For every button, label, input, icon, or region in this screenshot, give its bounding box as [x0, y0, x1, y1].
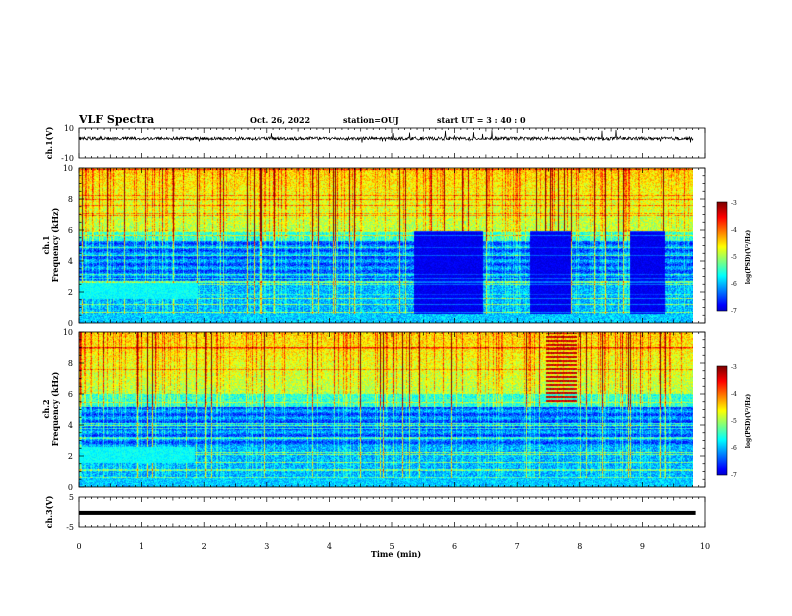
- ch3-ylabel: ch.3(V): [44, 495, 54, 528]
- axis-ticks: [78, 128, 706, 527]
- ch1-ytick-0: 0: [68, 319, 73, 328]
- ch1-ytick-2: 2: [68, 288, 73, 297]
- ch2-colorbar-tick-m7: -7: [731, 472, 737, 479]
- ch1-ytick-8: 8: [68, 195, 73, 204]
- ch2-colorbar-gradient: [717, 366, 727, 475]
- ch2-colorbar-tick-m3: -3: [731, 364, 737, 371]
- ch1-ytick-6: 6: [68, 226, 73, 235]
- time-tick-label: 10: [700, 542, 710, 551]
- ch1-ylabel-channel: ch.1: [41, 235, 51, 254]
- time-axis-label: Time (min): [371, 549, 421, 559]
- ch2-colorbar-label: log(PSD)(V²/Hz): [745, 394, 752, 449]
- time-axis-tick-labels: 0 1 2 3 4 5 6 7 8 9 10: [76, 542, 710, 551]
- time-tick-label: 4: [327, 542, 332, 551]
- ch1-colorbar-tick-m4: -4: [731, 227, 737, 234]
- ch2-spectrogram-panel: 0 2 4 6 8 10 ch.2 Frequency (kHz): [41, 328, 706, 492]
- ch1-ylabel-frequency: Frequency (kHz): [50, 207, 60, 282]
- date-label: Oct. 26, 2022: [250, 115, 310, 125]
- time-tick-label: 8: [577, 542, 582, 551]
- ch2-colorbar-tick-m5: -5: [731, 418, 737, 425]
- figure-title: VLF Spectra: [78, 113, 154, 126]
- ch2-ytick-6: 6: [68, 390, 73, 399]
- time-tick-label: 3: [264, 542, 269, 551]
- ch1-spectrogram-image: [79, 168, 693, 323]
- ch1-colorbar-tick-m6: -6: [731, 281, 737, 288]
- ch1-ytick-4: 4: [68, 257, 73, 266]
- ch2-spectrogram-image: [79, 332, 693, 487]
- ch1-ytick-top: 10: [64, 124, 74, 133]
- ch1-colorbar-label: log(PSD)(V²/Hz): [745, 230, 752, 285]
- ch3-ytick-bottom: -5: [66, 523, 74, 532]
- ch1-colorbar-tick-m5: -5: [731, 254, 737, 261]
- ch1-waveform-trace: [78, 129, 694, 143]
- ch1-colorbar: -3 -4 -5 -6 -7 log(PSD)(V²/Hz): [716, 200, 752, 315]
- ch1-colorbar-gradient: [717, 202, 727, 311]
- ch1-spectrogram-panel: 0 2 4 6 8 10 ch.1 Frequency (kHz): [41, 164, 706, 328]
- time-tick-label: 5: [389, 542, 394, 551]
- ch2-colorbar-tick-m4: -4: [731, 391, 737, 398]
- ch2-ylabel-frequency: Frequency (kHz): [50, 371, 60, 446]
- start-time-label: start UT = 3 : 40 : 0: [437, 115, 526, 125]
- ch3-ytick-top: 5: [69, 493, 74, 502]
- ch2-colorbar-frame: [716, 365, 728, 476]
- ch2-colorbar: -3 -4 -5 -6 -7 log(PSD)(V²/Hz): [716, 364, 752, 479]
- ch1-colorbar-frame: [716, 201, 728, 312]
- ch1-ytick-bottom: -10: [61, 154, 74, 163]
- time-tick-label: 6: [452, 542, 457, 551]
- ch1-colorbar-tick-m7: -7: [731, 308, 737, 315]
- ch2-ytick-10: 10: [63, 328, 73, 337]
- ch2-ytick-8: 8: [68, 359, 73, 368]
- time-tick-label: 0: [76, 542, 81, 551]
- time-tick-label: 7: [515, 542, 520, 551]
- ch1-ytick-10: 10: [63, 164, 73, 173]
- ch1-waveform-panel: 10 -10 ch.1(V): [44, 124, 706, 163]
- time-tick-label: 9: [640, 542, 645, 551]
- ch2-ytick-4: 4: [68, 421, 73, 430]
- ch2-ytick-2: 2: [68, 452, 73, 461]
- ch1-colorbar-tick-m3: -3: [731, 200, 737, 207]
- ch2-colorbar-tick-m6: -6: [731, 445, 737, 452]
- ch1-ylabel: ch.1(V): [44, 126, 54, 159]
- ch3-waveform-panel: 5 -5 ch.3(V): [44, 493, 706, 532]
- ch2-ylabel-channel: ch.2: [41, 399, 51, 418]
- ch3-waveform-trace: [79, 510, 696, 515]
- time-tick-label: 1: [139, 542, 144, 551]
- station-label: station=OUJ: [343, 115, 399, 125]
- time-tick-label: 2: [202, 542, 207, 551]
- ch2-ytick-0: 0: [68, 483, 73, 492]
